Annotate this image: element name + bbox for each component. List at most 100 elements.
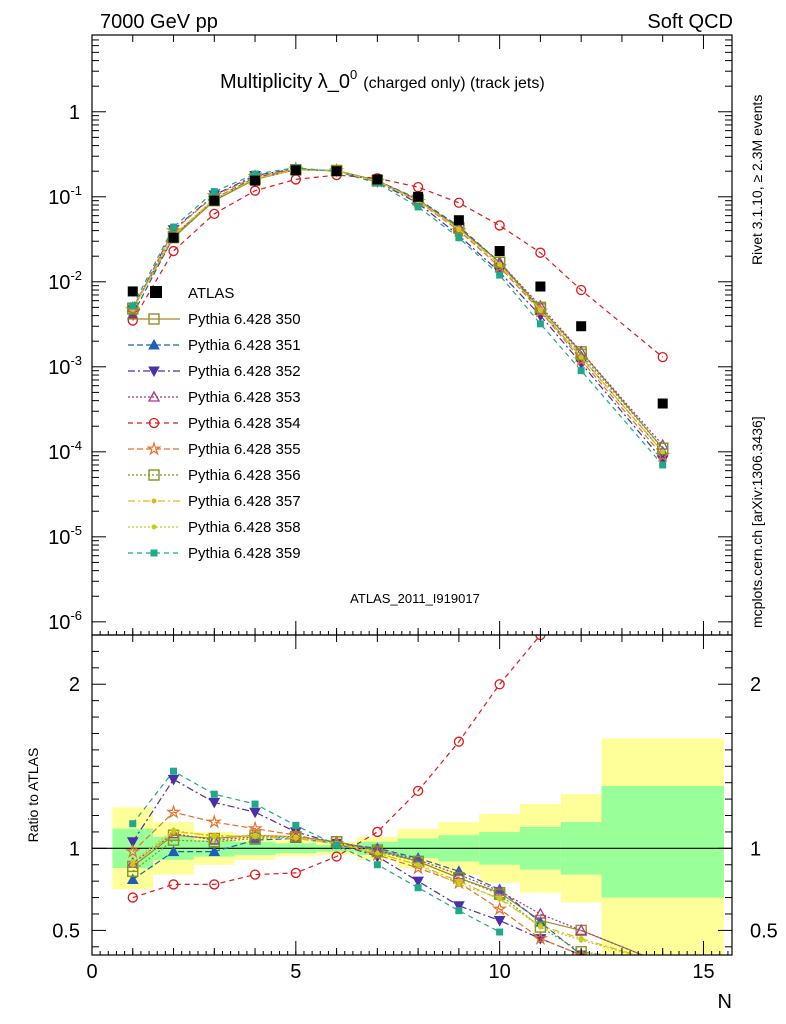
ratio-panel-frame [91, 634, 733, 956]
ratio-point-354-6 [372, 826, 383, 838]
legend-label-358: Pythia 6.428 358 [188, 519, 301, 536]
ratio-point-358-1 [171, 827, 177, 833]
main-point-354-3 [249, 185, 261, 196]
atlas-point-3 [250, 175, 261, 186]
legend-label-351: Pythia 6.428 351 [188, 337, 301, 354]
ratio-point-358-7 [415, 862, 421, 868]
ratio-point-358-2 [211, 834, 217, 840]
ratio-point-356-12 [658, 958, 668, 968]
legend-marker-356 [148, 469, 160, 481]
main-point-359-7 [414, 203, 422, 211]
ratio-point-359-6 [373, 861, 381, 869]
ratio-point-354-8 [453, 736, 465, 747]
ratio-point-354-9 [494, 679, 505, 690]
ratio-point-359-5 [333, 841, 341, 849]
atlas-point-6 [372, 174, 383, 185]
main-point-359-10 [536, 320, 544, 328]
ratio-point-359-4 [292, 821, 300, 829]
main-point-354-11 [576, 284, 587, 296]
ratio-point-359-7 [414, 884, 422, 892]
atlas-point-8 [453, 215, 464, 226]
main-point-359-8 [455, 234, 463, 242]
ratio-point-354-2 [209, 879, 220, 890]
y-tick-label-main-4: 10-2 [48, 268, 82, 294]
ratio-point-354-5 [331, 851, 342, 862]
ratio-point-352-8 [453, 901, 465, 912]
ratio-uncertainty-bands [112, 738, 724, 955]
main-point-358-8 [456, 227, 462, 233]
ratio-point-353-11 [575, 924, 588, 936]
axis-tick-labels: 0 5 10 15 10-6 10-5 10-4 10-3 10-2 10-1 1 0.5 0.5 1 1 2… [48, 102, 778, 983]
y-tick-label-ratio-right-0.5: 0.5 [750, 920, 778, 942]
legend-label-356: Pythia 6.428 356 [188, 467, 301, 484]
atlas-point-7 [413, 191, 424, 202]
legend-label-350: Pythia 6.428 350 [188, 311, 301, 328]
plot-title-main: Multiplicity λ_0 [220, 71, 350, 93]
ratio-series-group [125, 581, 668, 968]
ratio-point-353-12 [658, 958, 668, 967]
atlas-point-0 [127, 286, 138, 297]
main-point-359-0 [129, 302, 137, 310]
ratio-point-355-11 [573, 947, 589, 955]
main-point-354-2 [209, 208, 220, 219]
header-process-label: Soft QCD [647, 11, 733, 33]
ratio-point-353-2 [208, 833, 221, 845]
y-tick-label-ratio-left-2: 2 [69, 674, 80, 696]
ratio-point-358-3 [252, 832, 258, 838]
atlas-point-9 [494, 246, 505, 257]
x-tick-label-5: 5 [290, 961, 301, 983]
legend-marker-358 [151, 524, 157, 530]
ratio-point-359-8 [455, 907, 463, 915]
ratio-point-358-10 [537, 924, 543, 930]
ratio-point-353-10 [534, 907, 547, 919]
legend-marker-359 [150, 549, 158, 557]
main-point-358-12 [660, 449, 666, 455]
ratio-point-359-3 [251, 800, 259, 808]
ratio-point-351-2 [208, 845, 221, 857]
ratio-point-354-1 [168, 879, 179, 890]
ratio-point-358-11 [578, 937, 584, 943]
main-point-359-9 [496, 271, 504, 279]
legend-label-355: Pythia 6.428 355 [188, 441, 301, 458]
y-tick-label-main-5: 10-1 [48, 183, 82, 209]
ratio-point-353-9 [493, 884, 506, 896]
legend-marker-354 [148, 417, 160, 429]
atlas-point-4 [290, 165, 301, 176]
main-line-356 [132, 169, 664, 449]
ratio-point-357-12 [661, 961, 665, 965]
ratio-point-352-0 [126, 837, 139, 848]
ratio-point-359-1 [170, 767, 178, 775]
axis-ticks [91, 34, 732, 955]
legend-marker-355 [146, 440, 162, 456]
main-point-354-12 [657, 351, 668, 363]
ratio-point-355-3 [247, 820, 263, 836]
main-point-354-9 [494, 220, 505, 231]
x-tick-label-15: 15 [692, 961, 714, 983]
main-point-358-11 [578, 354, 584, 360]
y-tick-label-main-6: 1 [69, 102, 80, 124]
ratio-y-axis-label: Ratio to ATLAS [25, 748, 41, 843]
y-tick-label-ratio-right-2: 2 [750, 674, 761, 696]
y-tick-label-main-1: 10-5 [48, 523, 82, 549]
ratio-point-358-6 [374, 850, 380, 856]
ratio-point-354-11 [577, 581, 586, 590]
y-tick-label-main-0: 10-6 [48, 608, 82, 634]
ratio-point-359-0 [129, 820, 137, 828]
main-point-354-1 [168, 245, 179, 257]
ratio-line-354 [132, 635, 542, 899]
main-point-355-11 [573, 352, 589, 367]
legend-atlas-marker [150, 286, 162, 298]
x-tick-label-0: 0 [86, 961, 97, 983]
x-axis-label: N [718, 991, 732, 1013]
ratio-point-356-10 [534, 921, 547, 933]
ratio-point-354-3 [249, 869, 261, 880]
ratio-point-352-7 [412, 876, 424, 888]
ratio-point-359-9 [496, 928, 504, 936]
main-point-354-0 [127, 315, 138, 326]
legend-label-352: Pythia 6.428 352 [188, 363, 301, 380]
main-point-358-10 [537, 307, 543, 313]
ratio-point-359-2 [210, 790, 218, 798]
atlas-data-points [127, 165, 668, 409]
legend-label-354: Pythia 6.428 354 [188, 415, 301, 432]
y-tick-label-main-3: 10-3 [48, 353, 82, 379]
